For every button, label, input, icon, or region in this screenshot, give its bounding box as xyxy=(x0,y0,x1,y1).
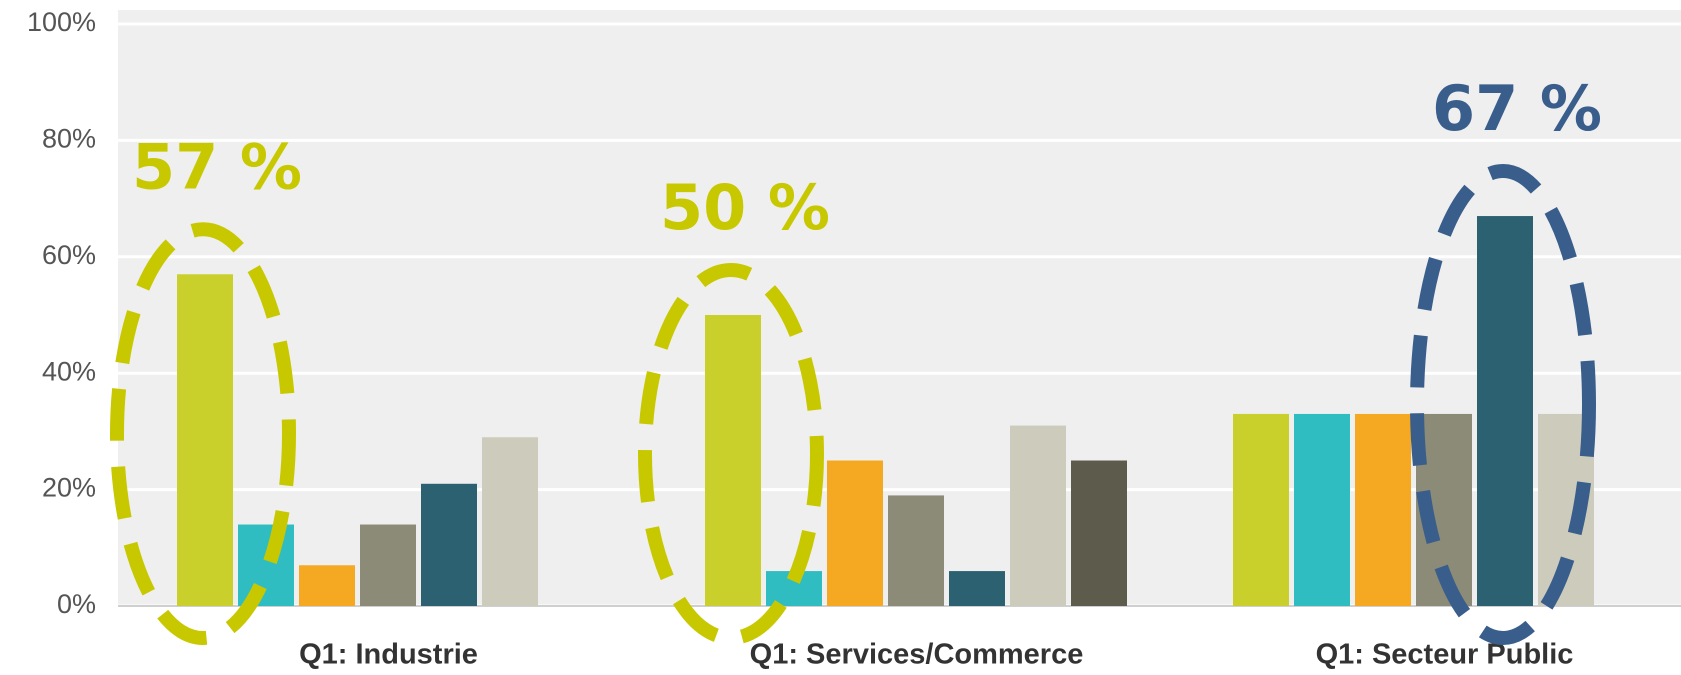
bar xyxy=(482,437,538,606)
highlight-ellipse xyxy=(638,263,824,645)
highlight-ellipse xyxy=(110,222,296,645)
bar xyxy=(949,571,1005,606)
y-tick-label: 80% xyxy=(42,124,96,154)
bar xyxy=(1010,425,1066,606)
bar xyxy=(827,460,883,606)
bar xyxy=(705,315,761,606)
y-tick-label: 60% xyxy=(42,240,96,270)
bar xyxy=(888,495,944,606)
x-tick-label: Q1: Secteur Public xyxy=(1316,639,1574,671)
annotation: 50 % xyxy=(660,171,830,244)
x-tick-label: Q1: Industrie xyxy=(299,639,478,671)
y-tick-label: 20% xyxy=(42,473,96,503)
bar xyxy=(177,274,233,606)
x-tick-label: Q1: Services/Commerce xyxy=(750,639,1084,671)
bar xyxy=(1477,216,1533,606)
bar xyxy=(238,524,294,606)
bar xyxy=(1233,413,1289,606)
y-tick-label: 100% xyxy=(27,7,96,37)
annotation: 57 % xyxy=(132,130,302,203)
y-tick-label: 0% xyxy=(57,589,96,619)
y-tick-label: 40% xyxy=(42,356,96,386)
bar xyxy=(299,565,355,606)
bar xyxy=(360,524,416,606)
highlight-ellipse xyxy=(1410,164,1596,645)
bar xyxy=(421,483,477,606)
bar xyxy=(1355,413,1411,606)
bar xyxy=(1071,460,1127,606)
bar xyxy=(1294,413,1350,606)
annotation: 67 % xyxy=(1432,72,1602,145)
